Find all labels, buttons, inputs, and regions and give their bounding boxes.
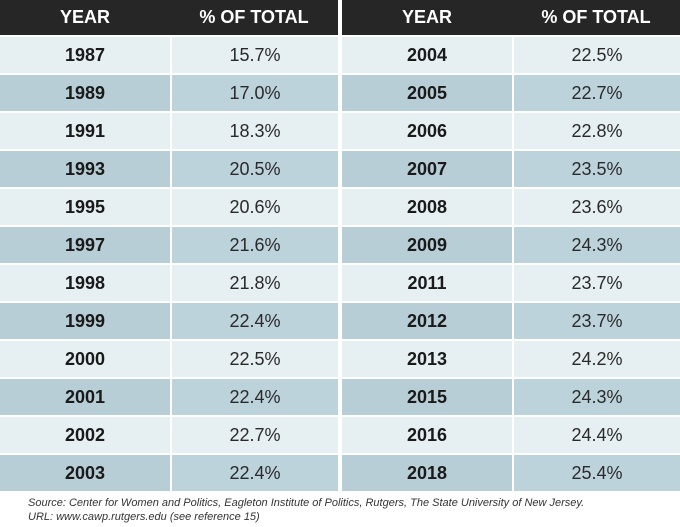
percent-cell: 25.4% <box>512 455 680 491</box>
year-cell: 2006 <box>342 113 512 149</box>
table-row: 2012 23.7% <box>342 303 680 339</box>
percent-cell: 22.8% <box>512 113 680 149</box>
table-row: 1991 18.3% <box>0 113 338 149</box>
year-cell: 2018 <box>342 455 512 491</box>
percent-cell: 18.3% <box>170 113 338 149</box>
table-right-half: YEAR % OF TOTAL 2004 22.5% 2005 22.7% 2006 22… <box>342 0 680 491</box>
percent-cell: 24.3% <box>512 227 680 263</box>
year-cell: 1995 <box>0 189 170 225</box>
year-column-header: YEAR <box>401 7 452 27</box>
percent-column-header: % OF TOTAL <box>541 7 651 27</box>
table-row: 2006 22.8% <box>342 113 680 149</box>
table-header: YEAR % OF TOTAL <box>0 0 338 35</box>
table-header: YEAR % OF TOTAL <box>342 0 680 35</box>
percent-cell: 17.0% <box>170 75 338 111</box>
table-row: 2015 24.3% <box>342 379 680 415</box>
data-table: YEAR % OF TOTAL 1987 15.7% 1989 17.0% 1991 18… <box>0 0 680 491</box>
year-cell: 2013 <box>342 341 512 377</box>
percent-cell: 20.5% <box>170 151 338 187</box>
year-cell: 2002 <box>0 417 170 453</box>
percent-cell: 21.8% <box>170 265 338 301</box>
year-column-header: YEAR <box>59 7 110 27</box>
percent-cell: 22.4% <box>170 303 338 339</box>
table-row: 2009 24.3% <box>342 227 680 263</box>
year-cell: 2005 <box>342 75 512 111</box>
table-row: 1995 20.6% <box>0 189 338 225</box>
percent-cell: 24.2% <box>512 341 680 377</box>
year-cell: 1989 <box>0 75 170 111</box>
table-row: 2013 24.2% <box>342 341 680 377</box>
year-cell: 2011 <box>342 265 512 301</box>
year-cell: 2007 <box>342 151 512 187</box>
year-cell: 2012 <box>342 303 512 339</box>
table-row: 1993 20.5% <box>0 151 338 187</box>
table-rows-left: 1987 15.7% 1989 17.0% 1991 18.3% 1993 20.5% 1995… <box>0 35 338 491</box>
source-line: Source: Center for Women and Politics, E… <box>28 497 585 509</box>
year-cell: 1998 <box>0 265 170 301</box>
table-row: 2000 22.5% <box>0 341 338 377</box>
percent-cell: 23.7% <box>512 303 680 339</box>
table-row: 2005 22.7% <box>342 75 680 111</box>
table-rows-right: 2004 22.5% 2005 22.7% 2006 22.8% 2007 23.5% 2008… <box>342 35 680 491</box>
year-cell: 1997 <box>0 227 170 263</box>
percent-cell: 20.6% <box>170 189 338 225</box>
percent-cell: 22.5% <box>170 341 338 377</box>
year-cell: 2001 <box>0 379 170 415</box>
percent-cell: 15.7% <box>170 37 338 73</box>
year-cell: 1991 <box>0 113 170 149</box>
percent-cell: 23.6% <box>512 189 680 225</box>
table-row: 2008 23.6% <box>342 189 680 225</box>
table-row: 1997 21.6% <box>0 227 338 263</box>
percent-column-header: % OF TOTAL <box>199 7 309 27</box>
year-cell: 2003 <box>0 455 170 491</box>
year-cell: 2008 <box>342 189 512 225</box>
percent-cell: 22.5% <box>512 37 680 73</box>
table-row: 2007 23.5% <box>342 151 680 187</box>
percent-cell: 22.7% <box>512 75 680 111</box>
table-row: 2002 22.7% <box>0 417 338 453</box>
percent-cell: 21.6% <box>170 227 338 263</box>
year-cell: 1993 <box>0 151 170 187</box>
table-row: 2003 22.4% <box>0 455 338 491</box>
table-row: 2011 23.7% <box>342 265 680 301</box>
year-cell: 1999 <box>0 303 170 339</box>
percent-cell: 23.7% <box>512 265 680 301</box>
table-row: 1989 17.0% <box>0 75 338 111</box>
url-line: URL: www.cawp.rutgers.edu (see reference… <box>28 511 260 523</box>
percent-cell: 22.7% <box>170 417 338 453</box>
percent-cell: 24.3% <box>512 379 680 415</box>
year-cell: 2000 <box>0 341 170 377</box>
table-row: 1987 15.7% <box>0 37 338 73</box>
table-row: 1999 22.4% <box>0 303 338 339</box>
table-row: 2018 25.4% <box>342 455 680 491</box>
year-cell: 1987 <box>0 37 170 73</box>
year-cell: 2016 <box>342 417 512 453</box>
table-row: 2004 22.5% <box>342 37 680 73</box>
table-left-half: YEAR % OF TOTAL 1987 15.7% 1989 17.0% 1991 18… <box>0 0 338 491</box>
table-row: 1998 21.8% <box>0 265 338 301</box>
table-row: 2001 22.4% <box>0 379 338 415</box>
percent-cell: 22.4% <box>170 455 338 491</box>
percent-cell: 23.5% <box>512 151 680 187</box>
year-cell: 2015 <box>342 379 512 415</box>
percent-cell: 24.4% <box>512 417 680 453</box>
table-row: 2016 24.4% <box>342 417 680 453</box>
year-cell: 2004 <box>342 37 512 73</box>
source-note: Source: Center for Women and Politics, E… <box>28 496 584 524</box>
year-cell: 2009 <box>342 227 512 263</box>
percent-cell: 22.4% <box>170 379 338 415</box>
